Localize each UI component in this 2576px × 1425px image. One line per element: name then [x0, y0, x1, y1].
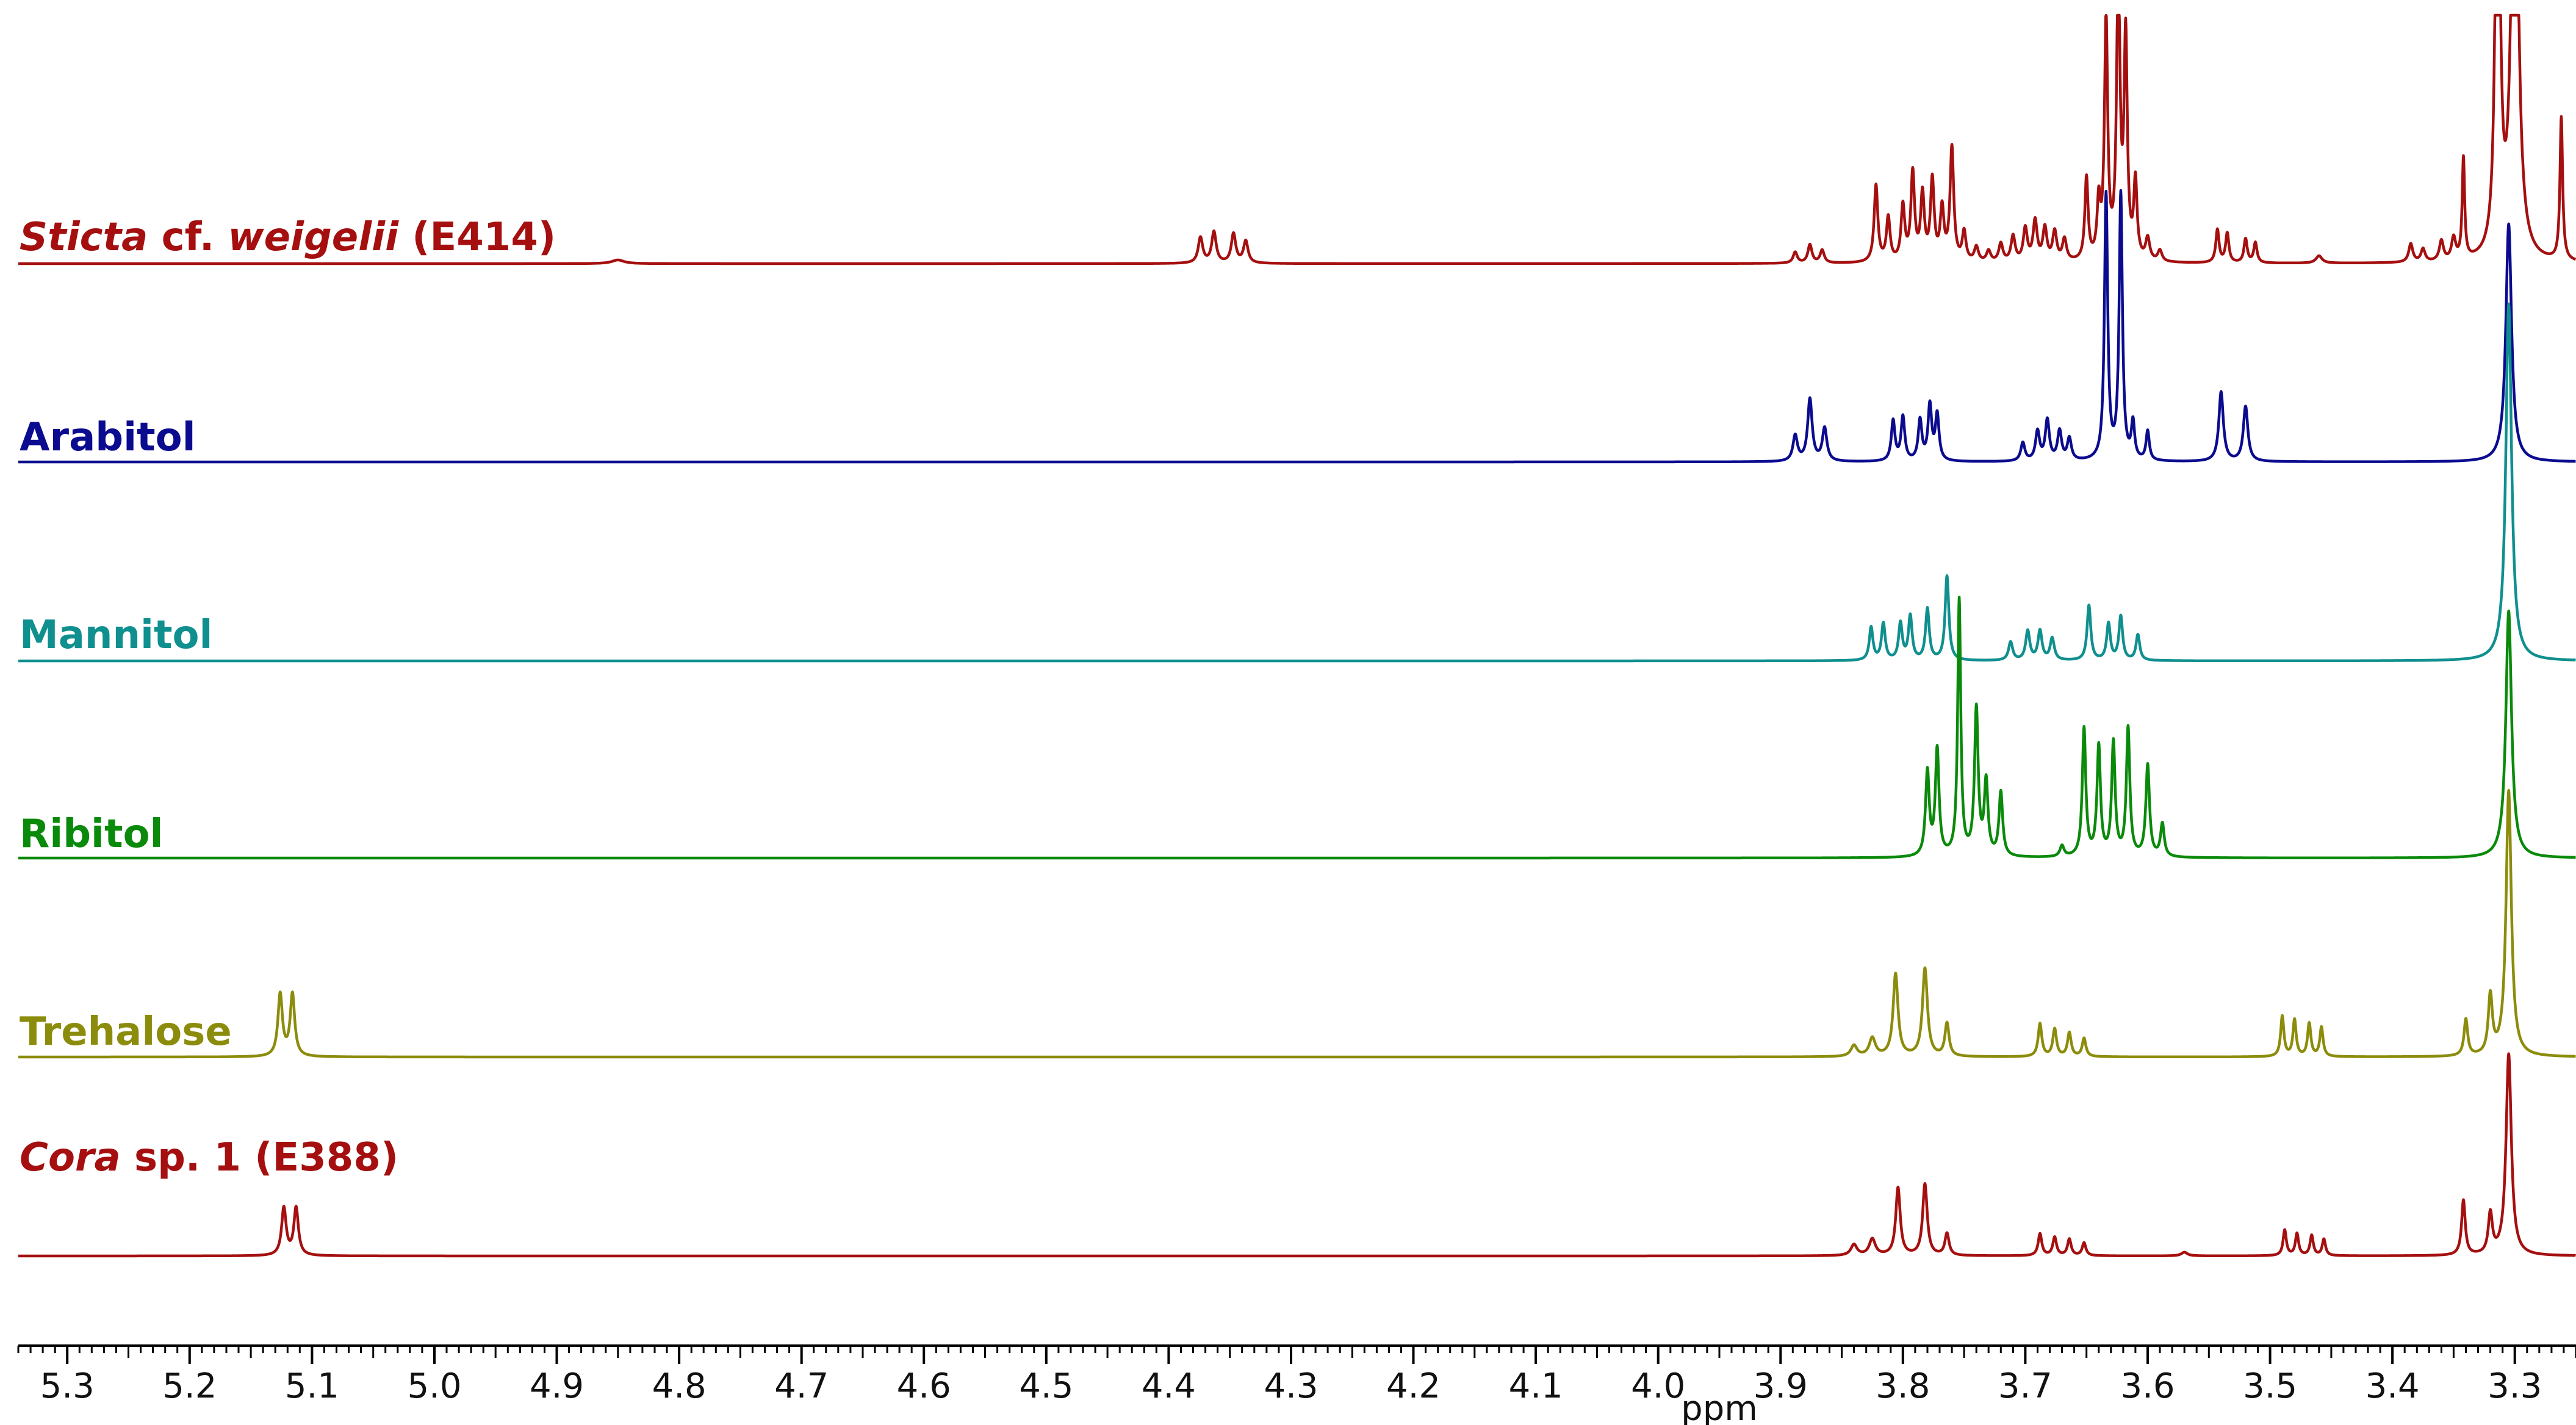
- x-tick-label-5.1: 5.1: [285, 1366, 339, 1406]
- series-label-6-part-2: sp. 1 (E388): [121, 1135, 398, 1180]
- x-tick-label-4.0: 4.0: [1631, 1366, 1685, 1406]
- x-tick-label-5.3: 5.3: [40, 1366, 95, 1406]
- series-label-4: Ribitol: [20, 812, 163, 857]
- series-label-1-part-1: Sticta: [20, 215, 148, 260]
- x-tick-label-5.2: 5.2: [162, 1366, 217, 1406]
- x-axis-ticks: 5.3 5.2 5.1 5.0 4.9 4.8 4.7 4.6 4.5 4.4 4.3 4.2 4.1 4…: [17, 1346, 2576, 1406]
- x-tick-label-4.3: 4.3: [1264, 1366, 1318, 1406]
- x-tick-label-4.6: 4.6: [897, 1366, 951, 1406]
- x-tick-label-4.5: 4.5: [1019, 1366, 1073, 1406]
- series-label-3: Mannitol: [20, 613, 212, 658]
- series-label-6: Cora sp. 1 (E388): [20, 1135, 398, 1180]
- series-label-5: Trehalose: [20, 1009, 232, 1055]
- x-tick-label-4.1: 4.1: [1509, 1366, 1563, 1406]
- series-label-1: Sticta cf. weigelii (E414): [20, 215, 556, 260]
- spectrum-line-5: [17, 788, 2576, 1059]
- x-tick-label-3.8: 3.8: [1876, 1366, 1930, 1406]
- series-label-1-part-2: cf.: [148, 215, 228, 260]
- x-tick-label-4.9: 4.9: [530, 1366, 584, 1406]
- x-axis-title: ppm: [1681, 1389, 1758, 1425]
- x-tick-label-4.4: 4.4: [1142, 1366, 1196, 1406]
- series-labels-layer: Sticta cf. weigelii (E414) Arabitol Mannit…: [20, 215, 556, 1180]
- series-label-1-part-3: weigelii: [228, 215, 400, 260]
- x-tick-label-3.5: 3.5: [2243, 1366, 2297, 1406]
- x-axis: 5.3 5.2 5.1 5.0 4.9 4.8 4.7 4.6 4.5 4.4 4.3 4.2 4.1 4…: [17, 1344, 2576, 1425]
- x-tick-label-4.2: 4.2: [1386, 1366, 1441, 1406]
- spectrum-line-3: [17, 302, 2576, 663]
- spectrum-line-6: [17, 1052, 2576, 1258]
- x-tick-label-5.0: 5.0: [407, 1366, 461, 1406]
- spectrum-line-2: [17, 189, 2576, 464]
- x-tick-label-4.8: 4.8: [652, 1366, 707, 1406]
- x-tick-label-3.6: 3.6: [2120, 1366, 2175, 1406]
- x-tick-label-4.7: 4.7: [774, 1366, 829, 1406]
- series-label-6-part-1: Cora: [20, 1135, 121, 1180]
- spectrum-line-4: [17, 596, 2576, 860]
- spectra-layer: [17, 13, 2576, 1258]
- x-tick-label-3.9: 3.9: [1754, 1366, 1808, 1406]
- x-tick-label-3.3: 3.3: [2488, 1366, 2542, 1406]
- series-label-2: Arabitol: [20, 415, 196, 460]
- x-tick-label-3.4: 3.4: [2366, 1366, 2420, 1406]
- x-tick-label-3.7: 3.7: [1998, 1366, 2053, 1406]
- series-label-1-part-4: (E414): [398, 215, 556, 260]
- spectrum-line-1: [17, 13, 2576, 265]
